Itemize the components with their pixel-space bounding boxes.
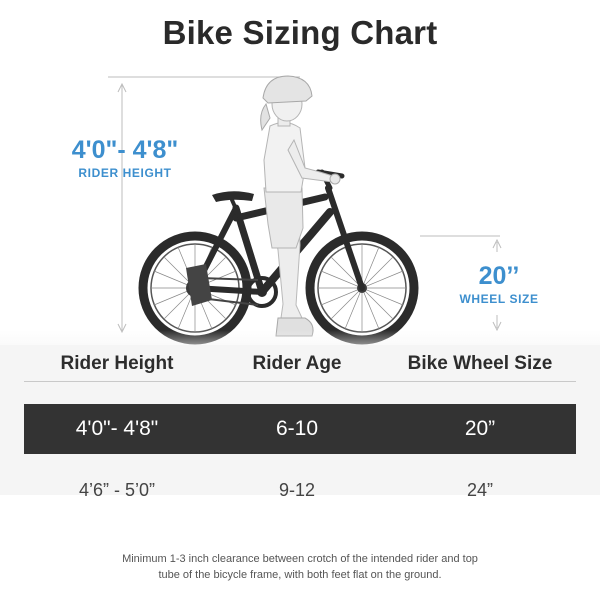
clearance-note: Minimum 1-3 inch clearance between crotc…: [0, 551, 600, 583]
rider-height-label: RIDER HEIGHT: [78, 166, 172, 180]
rider-height-guide: [108, 76, 300, 334]
rider-shirt: [263, 122, 306, 193]
header-rider-age: Rider Age: [252, 353, 342, 374]
clearance-note-line-1: Minimum 1-3 inch clearance between crotc…: [122, 553, 478, 565]
table-row: 4’6” - 5’0” 9-12 24”: [24, 466, 576, 514]
bike-rider-illustration: [108, 75, 502, 345]
table-row: 4'0"- 4'8" 6-10 20”: [24, 404, 576, 454]
row-2-wheel-size: 24”: [466, 479, 493, 500]
wheel-size-value: 20’’: [478, 262, 520, 290]
rider-figure: [260, 75, 341, 337]
rider-helmet: [262, 75, 313, 104]
page-title: Bike Sizing Chart: [162, 14, 438, 51]
wheel-size-guide: [420, 235, 502, 332]
rider-height-value: 4'0"- 4'8": [71, 136, 179, 164]
table-header-row: Rider Height Rider Age Bike Wheel Size: [24, 347, 576, 381]
row-2-rider-height: 4’6” - 5’0”: [78, 479, 156, 500]
header-rider-height: Rider Height: [60, 353, 174, 374]
clearance-note-line-2: tube of the bicycle frame, with both fee…: [158, 569, 442, 581]
row-1-wheel-size: 20”: [464, 417, 496, 440]
row-1-rider-height: 4'0"- 4'8": [75, 417, 159, 440]
row-2-rider-age: 9-12: [278, 479, 316, 500]
header-divider: [24, 381, 576, 382]
drivetrain: [186, 264, 278, 308]
bike-saddle: [212, 191, 254, 202]
row-1-rider-age: 6-10: [275, 417, 319, 440]
rider-ponytail: [260, 102, 271, 132]
header-bike-wheel-size: Bike Wheel Size: [407, 353, 553, 374]
wheel-size-label: WHEEL SIZE: [459, 292, 539, 306]
rider-shorts: [263, 187, 304, 249]
